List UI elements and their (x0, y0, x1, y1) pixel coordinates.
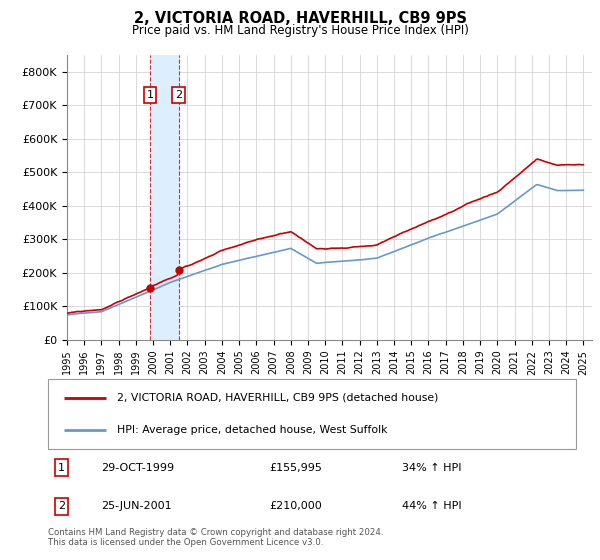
Text: 34% ↑ HPI: 34% ↑ HPI (402, 463, 461, 473)
Text: 1: 1 (58, 463, 65, 473)
Text: Contains HM Land Registry data © Crown copyright and database right 2024.
This d: Contains HM Land Registry data © Crown c… (48, 528, 383, 548)
Text: £155,995: £155,995 (270, 463, 323, 473)
Text: 1: 1 (146, 90, 154, 100)
Text: 2, VICTORIA ROAD, HAVERHILL, CB9 9PS (detached house): 2, VICTORIA ROAD, HAVERHILL, CB9 9PS (de… (116, 393, 438, 403)
FancyBboxPatch shape (48, 379, 576, 449)
Bar (150, 55, 179, 340)
Text: £210,000: £210,000 (270, 501, 323, 511)
Text: HPI: Average price, detached house, West Suffolk: HPI: Average price, detached house, West… (116, 425, 387, 435)
Text: 29-OCT-1999: 29-OCT-1999 (101, 463, 174, 473)
Text: 2: 2 (175, 90, 182, 100)
Text: 25-JUN-2001: 25-JUN-2001 (101, 501, 172, 511)
Text: 2: 2 (58, 501, 65, 511)
Text: Price paid vs. HM Land Registry's House Price Index (HPI): Price paid vs. HM Land Registry's House … (131, 24, 469, 36)
Text: 2, VICTORIA ROAD, HAVERHILL, CB9 9PS: 2, VICTORIA ROAD, HAVERHILL, CB9 9PS (133, 11, 467, 26)
Text: 44% ↑ HPI: 44% ↑ HPI (402, 501, 461, 511)
